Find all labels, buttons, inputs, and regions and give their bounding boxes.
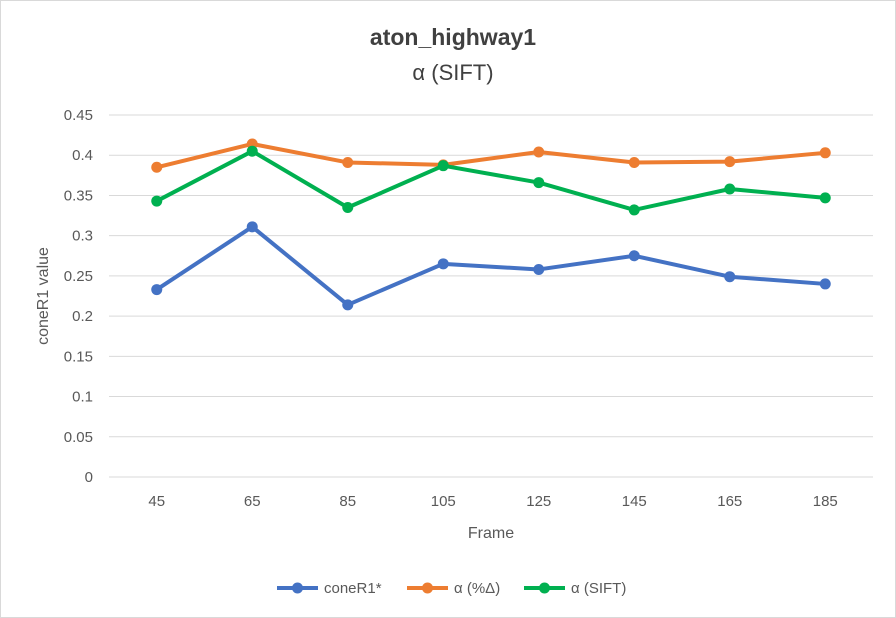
x-tick-label: 165 (717, 493, 742, 510)
data-point (724, 271, 736, 283)
x-axis-ticks: 45 65 85 105 125 145 165 185 (148, 493, 837, 510)
y-tick-label: 0 (85, 469, 93, 486)
y-tick-label: 0.4 (72, 147, 93, 164)
data-point (533, 263, 545, 275)
x-tick-label: 185 (813, 493, 838, 510)
data-point (819, 192, 831, 204)
data-point (151, 195, 163, 207)
legend-dot-marker (422, 582, 433, 594)
x-tick-label: 85 (339, 493, 356, 510)
x-tick-label: 65 (244, 493, 261, 510)
legend-item: α (SIFT) (524, 580, 626, 597)
series-1 (151, 221, 831, 311)
data-point (724, 183, 736, 195)
y-tick-label: 0.05 (64, 429, 93, 446)
chart-subtitle: α (SIFT) (412, 60, 493, 85)
data-point (819, 147, 831, 159)
legend-label: α (%Δ) (454, 580, 500, 597)
legend: coneR1* α (%Δ) α (SIFT) (277, 580, 626, 597)
data-point (151, 284, 163, 296)
y-tick-label: 0.25 (64, 268, 93, 285)
data-point (628, 204, 640, 216)
x-tick-label: 105 (431, 493, 456, 510)
x-tick-label: 45 (148, 493, 165, 510)
data-point (246, 145, 258, 157)
y-tick-label: 0.2 (72, 308, 93, 325)
y-tick-label: 0.15 (64, 348, 93, 365)
x-tick-label: 145 (622, 493, 647, 510)
data-point (533, 177, 545, 189)
x-axis-title: Frame (468, 525, 514, 542)
series-line (154, 141, 828, 170)
data-point (437, 160, 449, 172)
series-lines (151, 138, 831, 311)
data-point (628, 156, 640, 168)
y-tick-label: 0.1 (72, 389, 93, 406)
y-tick-label: 0.45 (64, 107, 93, 124)
series-3 (151, 145, 831, 216)
data-point (151, 161, 163, 173)
data-point (819, 278, 831, 290)
legend-item: coneR1* (277, 580, 382, 597)
y-tick-label: 0.3 (72, 228, 93, 245)
data-point (342, 299, 354, 311)
y-tick-label: 0.35 (64, 187, 93, 204)
chart-title: aton_highway1 (370, 24, 536, 50)
data-point (533, 146, 545, 158)
data-point (342, 156, 354, 168)
data-point (246, 221, 258, 233)
legend-item: α (%Δ) (407, 580, 500, 597)
data-point (342, 202, 354, 214)
series-line (154, 149, 828, 212)
x-tick-label: 125 (526, 493, 551, 510)
y-axis-title: coneR1 value (35, 247, 52, 345)
data-point (437, 258, 449, 270)
legend-label: α (SIFT) (571, 580, 626, 597)
data-point (628, 250, 640, 262)
y-axis-ticks: 0 0.05 0.1 0.15 0.2 0.25 0.3 0.35 0.4 0.45 (64, 107, 93, 486)
gridlines (109, 114, 873, 478)
legend-dot-marker (539, 582, 550, 594)
legend-dot-marker (292, 582, 303, 594)
series-line (154, 224, 828, 307)
data-point (724, 156, 736, 168)
legend-label: coneR1* (324, 580, 382, 597)
